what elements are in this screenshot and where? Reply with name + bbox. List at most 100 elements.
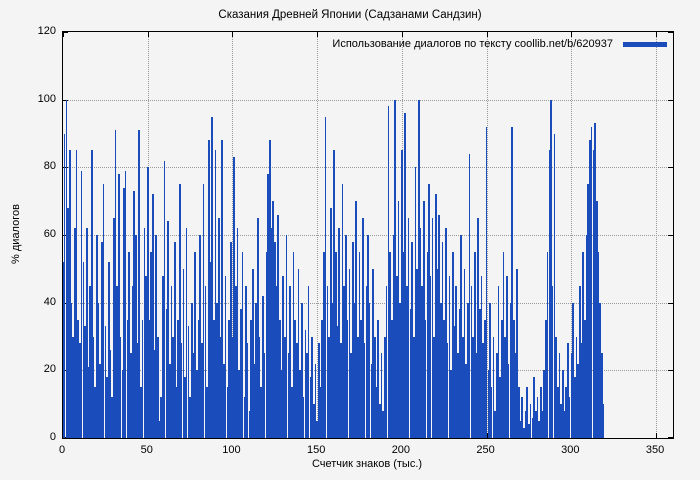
bar [248, 410, 251, 438]
bar [562, 370, 564, 438]
bar [124, 170, 127, 438]
bar [501, 319, 503, 438]
bar [152, 194, 154, 438]
bar [389, 251, 391, 438]
bar [546, 251, 549, 438]
bar [126, 319, 129, 438]
bar [329, 207, 332, 438]
bar [418, 99, 420, 438]
bar [111, 397, 113, 438]
bar [312, 404, 315, 438]
bar [487, 370, 490, 438]
bar [287, 353, 290, 438]
bar [511, 126, 513, 438]
bar [113, 218, 115, 438]
bar [519, 421, 522, 438]
bar [529, 404, 532, 438]
bar [572, 302, 574, 438]
bar [402, 251, 405, 438]
x-tick-mark [232, 32, 234, 37]
bar [267, 174, 269, 438]
bar [429, 275, 432, 438]
bar [77, 319, 80, 438]
legend-label: Использование диалогов по тексту coollib… [332, 38, 613, 50]
bar [177, 319, 180, 438]
bar [172, 336, 174, 438]
bar [204, 285, 207, 438]
bar [360, 319, 363, 438]
bar [202, 184, 205, 438]
bar [63, 262, 65, 438]
x-tick-label: 0 [58, 444, 66, 456]
bar [584, 319, 586, 438]
bar [558, 353, 561, 438]
bar [358, 251, 361, 438]
bar [587, 184, 590, 438]
bar [299, 370, 302, 438]
bar [67, 207, 69, 438]
bar [568, 397, 571, 438]
bar [524, 410, 527, 438]
bar [551, 285, 554, 438]
bar [235, 285, 237, 438]
bar [445, 228, 447, 438]
bar [146, 167, 149, 438]
bar [277, 214, 279, 438]
bar [345, 235, 347, 438]
bar [74, 228, 76, 438]
bar [414, 167, 417, 438]
legend: Использование диалогов по тексту coollib… [332, 38, 667, 50]
x-tick-label: 50 [140, 444, 153, 456]
bar [280, 370, 283, 438]
bar [145, 275, 147, 438]
bar [197, 319, 200, 438]
bar [518, 387, 520, 438]
bar [545, 319, 547, 438]
bar [540, 387, 542, 438]
bar [373, 336, 376, 438]
bar [228, 319, 230, 438]
bar [597, 251, 600, 438]
x-tick-label: 200 [391, 444, 411, 456]
y-tick-mark [668, 167, 673, 169]
bar [579, 285, 581, 438]
bar [492, 336, 495, 438]
bar [297, 268, 300, 438]
bar [91, 150, 93, 438]
bar [497, 285, 500, 438]
bar [419, 228, 422, 438]
bar [533, 377, 535, 438]
bar [214, 150, 217, 438]
bar [592, 150, 595, 438]
bar [602, 404, 605, 438]
bar [328, 336, 330, 438]
bar [194, 251, 196, 438]
bar [563, 410, 566, 438]
bar [89, 285, 91, 438]
bar [458, 309, 461, 438]
bar [426, 251, 429, 438]
bar [80, 170, 83, 438]
bar [555, 336, 557, 438]
bar [463, 268, 466, 438]
bar [319, 387, 322, 438]
bar [196, 370, 198, 438]
bar [570, 353, 573, 438]
bar [468, 153, 471, 438]
bar [595, 201, 598, 438]
bar [241, 251, 244, 438]
y-tick-mark [668, 235, 673, 236]
grid-line-horizontal [63, 167, 673, 169]
bar [265, 251, 268, 438]
bar [590, 126, 593, 438]
bar [556, 387, 559, 438]
bar [504, 336, 507, 438]
bar [316, 421, 318, 438]
bar [573, 377, 576, 438]
bar [245, 285, 247, 438]
y-tick-mark [668, 302, 673, 304]
bar [362, 218, 364, 438]
bar [118, 174, 120, 438]
y-tick-mark [668, 99, 673, 101]
bar [192, 353, 195, 438]
